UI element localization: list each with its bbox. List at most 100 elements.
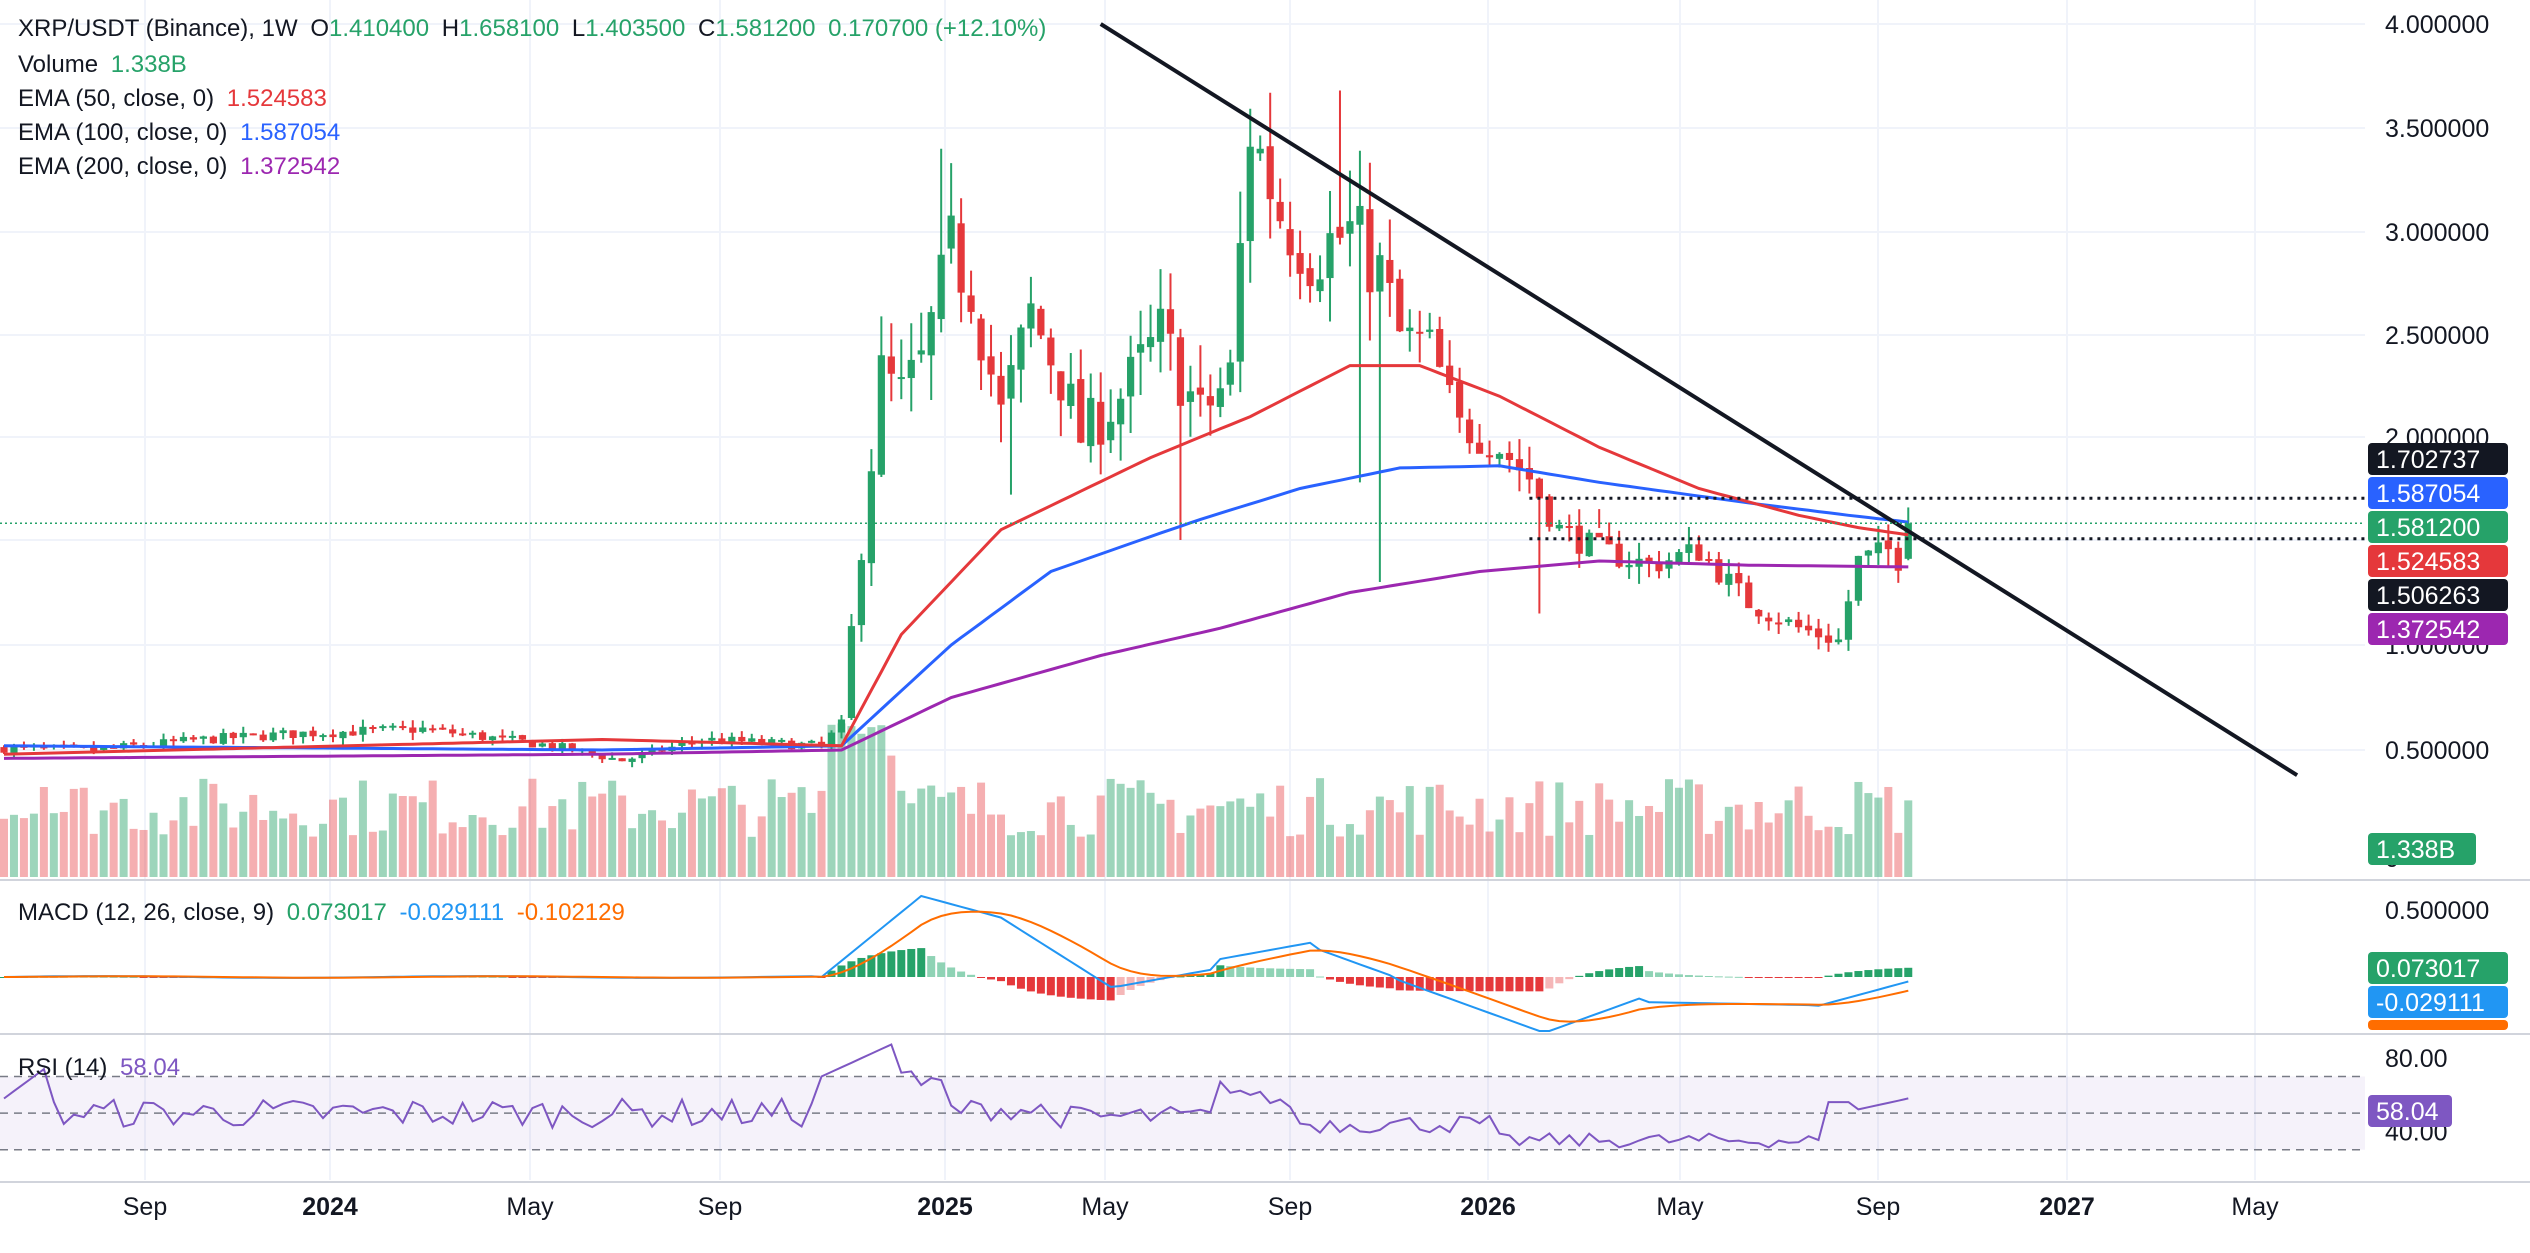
candle-body — [1705, 558, 1713, 561]
candle-body — [259, 734, 267, 741]
volume-bar — [1575, 800, 1584, 877]
macd-histogram-bar — [1415, 977, 1424, 991]
candle-body — [1854, 555, 1863, 601]
macd-histogram-bar — [927, 956, 936, 977]
volume-bar — [408, 796, 417, 877]
candle-body — [229, 732, 237, 739]
volume-bar — [638, 813, 647, 877]
candle-body — [758, 738, 766, 744]
candle-body — [1067, 383, 1075, 406]
macd-histogram-bar — [1246, 967, 1255, 977]
candle-body — [1366, 209, 1374, 293]
volume-bar — [1625, 800, 1634, 877]
candle-body — [1535, 478, 1543, 499]
macd-histogram-bar — [518, 977, 527, 978]
macd-histogram-bar — [1894, 968, 1903, 977]
volume-bar — [69, 788, 78, 877]
macd-histogram-bar — [1455, 977, 1464, 992]
macd-histogram-bar — [1236, 966, 1245, 977]
volume-bar — [1465, 824, 1474, 877]
macd-histogram-bar — [857, 957, 866, 977]
price-tag: 1.581200 — [2368, 511, 2508, 543]
candle-body — [1804, 625, 1813, 631]
macd-histogram-bar — [1345, 977, 1354, 984]
price-tag-bg — [2368, 511, 2508, 543]
volume-bar — [19, 818, 28, 877]
rsi-line — [3, 1043, 1909, 1149]
candle-body — [1585, 532, 1593, 557]
volume-bar — [139, 829, 148, 877]
volume-bar — [319, 823, 328, 877]
rsi-tick-label: 80.00 — [2385, 1045, 2448, 1073]
candle-body — [1146, 337, 1155, 348]
candle-body — [1814, 628, 1823, 638]
volume-bar — [1704, 833, 1713, 877]
time-axis-label: Sep — [698, 1193, 742, 1221]
volume-bar — [1804, 815, 1813, 877]
volume-bar — [1086, 834, 1095, 877]
volume-bar — [1445, 810, 1454, 877]
volume-bar — [578, 781, 587, 877]
volume-legend-label: Volume — [18, 51, 99, 78]
candle-body — [1316, 279, 1324, 292]
candle-body — [1256, 148, 1264, 154]
macd-histogram-bar — [1625, 966, 1634, 977]
volume-bar — [1565, 822, 1574, 877]
candle-body — [429, 728, 437, 731]
price-tag: 1.702737 — [2368, 443, 2508, 475]
macd-signal-line — [4, 910, 1909, 1023]
volume-bar — [488, 824, 497, 877]
candle-body — [100, 746, 108, 750]
candle-body — [1136, 344, 1145, 353]
macd-histogram-bar — [1555, 977, 1564, 984]
macd-histogram-bar — [1864, 970, 1873, 977]
candle-body — [1655, 562, 1663, 572]
macd-histogram-bar — [1834, 973, 1843, 977]
volume-bar — [448, 822, 457, 877]
candle-body — [1047, 337, 1055, 366]
macd-histogram-bar — [1645, 971, 1654, 977]
price-tick-label: 0.500000 — [2385, 737, 2489, 765]
volume-bar — [1475, 798, 1484, 877]
volume-bar — [149, 812, 158, 877]
volume-bar — [1744, 829, 1753, 877]
candle-body — [468, 732, 477, 735]
volume-bar — [518, 806, 527, 877]
volume-bar — [1066, 824, 1075, 877]
macd-histogram-bar — [1056, 977, 1065, 997]
macd-histogram-bar — [1435, 977, 1444, 991]
macd-histogram-bar — [967, 974, 976, 977]
volume-bar — [39, 787, 48, 877]
volume-bar — [727, 785, 736, 877]
candle-body — [628, 758, 636, 762]
price-tag: 1.587054 — [2368, 477, 2508, 509]
volume-bar — [817, 790, 826, 877]
macd-histogram-bar — [827, 970, 836, 977]
macd-histogram-bar — [508, 977, 517, 978]
volume-bar — [1186, 815, 1195, 877]
macd-histogram-bar — [498, 976, 507, 978]
candle-body — [399, 726, 407, 729]
ema50-legend-label: EMA (50, close, 0) — [18, 85, 215, 112]
candle-body — [558, 743, 566, 749]
candle-body — [1176, 337, 1185, 406]
macd-histogram-bar — [1286, 968, 1295, 977]
volume-bar — [1435, 784, 1444, 877]
volume-bar — [917, 788, 926, 877]
volume-bar — [1774, 813, 1783, 877]
candle-body — [1545, 496, 1553, 527]
volume-tag-bg — [2368, 833, 2476, 865]
volume-bar — [658, 820, 667, 877]
macd-histogram-bar — [1395, 977, 1404, 991]
macd-histogram-bar — [1664, 973, 1673, 977]
volume-bar — [797, 787, 806, 877]
volume-bar — [1076, 836, 1085, 877]
candle-body — [867, 471, 875, 564]
time-axis-label: May — [506, 1193, 554, 1221]
candle-body — [1406, 327, 1414, 332]
volume-bar — [378, 830, 387, 877]
volume-bar — [1894, 832, 1903, 877]
trendline — [1099, 22, 2299, 777]
